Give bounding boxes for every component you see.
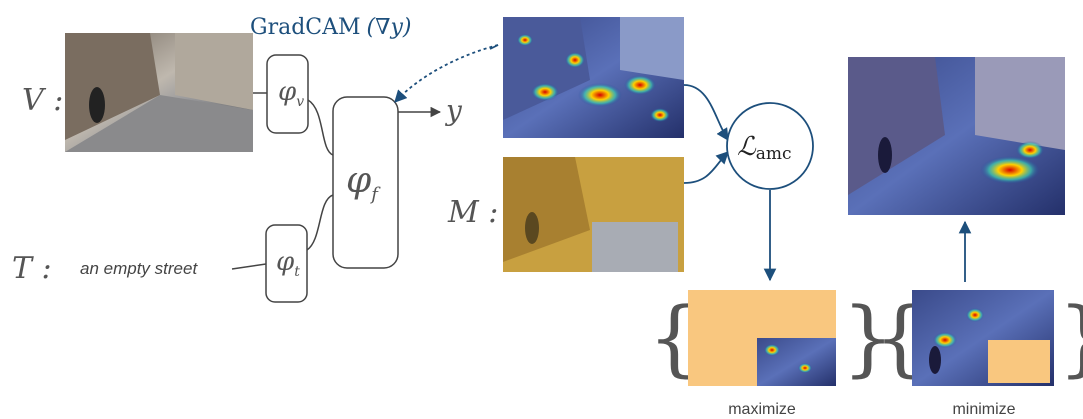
heatmap-image xyxy=(503,17,684,138)
maximize: maximize xyxy=(728,401,796,418)
encoder-t xyxy=(265,224,308,303)
loss-base: ℒ xyxy=(737,132,757,162)
label-v: V : xyxy=(22,83,63,118)
text-input: an empty street xyxy=(80,259,198,278)
phi-v: φv xyxy=(278,77,304,110)
min-image xyxy=(912,290,1054,386)
loss: ℒamc xyxy=(737,132,792,164)
loss-sub: amc xyxy=(756,144,792,164)
result-image xyxy=(848,57,1065,215)
arrow-to-loss xyxy=(683,151,729,184)
wire xyxy=(231,263,267,270)
input-image xyxy=(65,33,253,152)
label-t: T : xyxy=(12,251,52,286)
phi-sub: v xyxy=(296,94,304,110)
loss-node xyxy=(726,102,814,190)
gradcam-label: GradCAM (∇y) xyxy=(250,15,412,40)
wire xyxy=(307,99,334,156)
arrow-gradcam xyxy=(394,44,499,103)
phi-base: φ xyxy=(276,247,295,277)
output-y: y xyxy=(444,94,463,127)
phi-base: φ xyxy=(346,160,372,201)
encoder-v xyxy=(266,54,309,134)
minimize: minimize xyxy=(952,401,1015,418)
gradcam-arg: (∇y) xyxy=(367,15,412,40)
mask-image xyxy=(503,157,684,272)
wire xyxy=(306,194,334,251)
max-image xyxy=(688,290,836,386)
label-m: M : xyxy=(447,195,498,230)
brace: } xyxy=(1058,291,1083,386)
phi-sub: t xyxy=(294,264,300,280)
phi-t: φt xyxy=(276,247,300,280)
brace: } xyxy=(842,291,894,386)
arrow-to-loss xyxy=(683,84,729,142)
phi-base: φ xyxy=(278,77,297,107)
gradcam: GradCAM xyxy=(250,15,361,40)
arrow-gradcam-tail xyxy=(489,44,499,50)
fusion xyxy=(332,96,399,269)
